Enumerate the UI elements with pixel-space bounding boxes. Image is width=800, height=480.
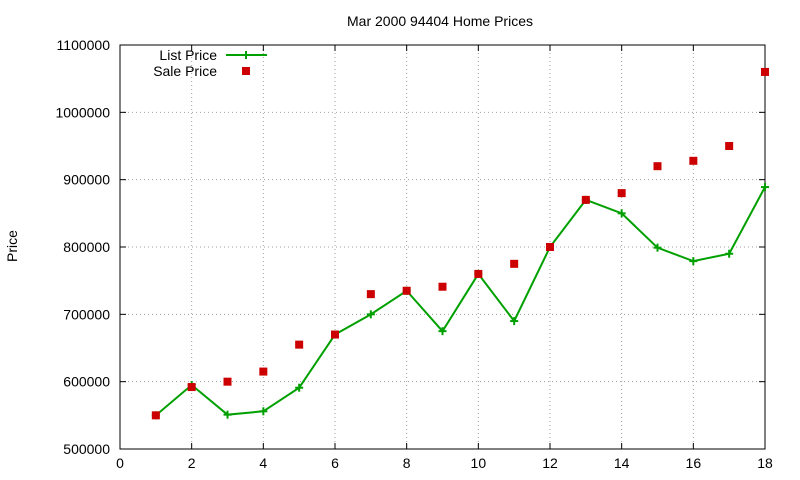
sale-price-point bbox=[187, 383, 196, 392]
sale-price-point bbox=[689, 156, 698, 165]
sale-price-point bbox=[617, 189, 626, 198]
list-price-point bbox=[259, 407, 268, 416]
y-tick-label: 900000 bbox=[63, 172, 110, 188]
sale-price-point bbox=[151, 411, 160, 420]
list-price-point bbox=[761, 183, 769, 192]
plot-border bbox=[119, 44, 766, 450]
y-tick-label: 700000 bbox=[63, 306, 110, 322]
sale-price-point bbox=[546, 243, 554, 251]
x-tick-label: 0 bbox=[116, 455, 124, 471]
sale-price-point bbox=[653, 162, 662, 171]
axes: 500000 600000 700000 800000 900000 1000000 110… bbox=[55, 37, 773, 471]
sale-price-point bbox=[331, 330, 339, 339]
list-price-point bbox=[295, 383, 304, 392]
plot-area bbox=[151, 67, 769, 420]
y-tick-label: 1000000 bbox=[55, 104, 110, 120]
sale-price-point bbox=[366, 290, 375, 299]
y-tick-label: 500000 bbox=[63, 441, 110, 457]
y-tick-label: 800000 bbox=[63, 239, 110, 255]
x-tick-label: 6 bbox=[331, 455, 339, 471]
sale-price-point bbox=[510, 259, 519, 268]
grid bbox=[120, 45, 765, 449]
list-price-point bbox=[366, 310, 375, 319]
sale-price-point bbox=[259, 367, 268, 376]
list-price-point bbox=[689, 257, 698, 266]
sale-price-point bbox=[725, 142, 734, 150]
legend-square-marker bbox=[242, 67, 250, 75]
legend-plus-marker bbox=[242, 51, 250, 59]
x-tick-label: 16 bbox=[686, 455, 702, 471]
sale-price-point bbox=[295, 340, 304, 349]
legend-label: Sale Price bbox=[153, 63, 217, 79]
x-tick-label: 10 bbox=[471, 455, 487, 471]
sale-price-point bbox=[402, 286, 411, 295]
list-price-point bbox=[653, 243, 662, 252]
list-price-point bbox=[725, 249, 734, 258]
legend-label: List Price bbox=[159, 47, 217, 63]
sale-price-point bbox=[581, 195, 590, 204]
x-tick-label: 8 bbox=[403, 455, 411, 471]
list-price-point bbox=[617, 209, 626, 218]
sale-price-point bbox=[223, 377, 232, 386]
y-tick-label: 1100000 bbox=[57, 37, 111, 53]
y-tick-label: 600000 bbox=[63, 374, 110, 390]
y-axis-label: Price bbox=[4, 230, 20, 262]
sale-price-point bbox=[474, 269, 483, 278]
list-price-point bbox=[223, 410, 232, 419]
sale-price-point bbox=[761, 67, 769, 76]
x-tick-label: 12 bbox=[542, 455, 558, 471]
list-price-point bbox=[438, 327, 447, 336]
chart-title: Mar 2000 94404 Home Prices bbox=[347, 13, 533, 29]
x-tick-label: 4 bbox=[259, 455, 267, 471]
x-tick-label: 18 bbox=[757, 455, 773, 471]
list-price-point bbox=[510, 317, 519, 326]
list-price-line bbox=[155, 186, 766, 417]
x-tick-label: 2 bbox=[188, 455, 196, 471]
x-tick-label: 14 bbox=[614, 455, 630, 471]
sale-price-point bbox=[438, 282, 447, 291]
